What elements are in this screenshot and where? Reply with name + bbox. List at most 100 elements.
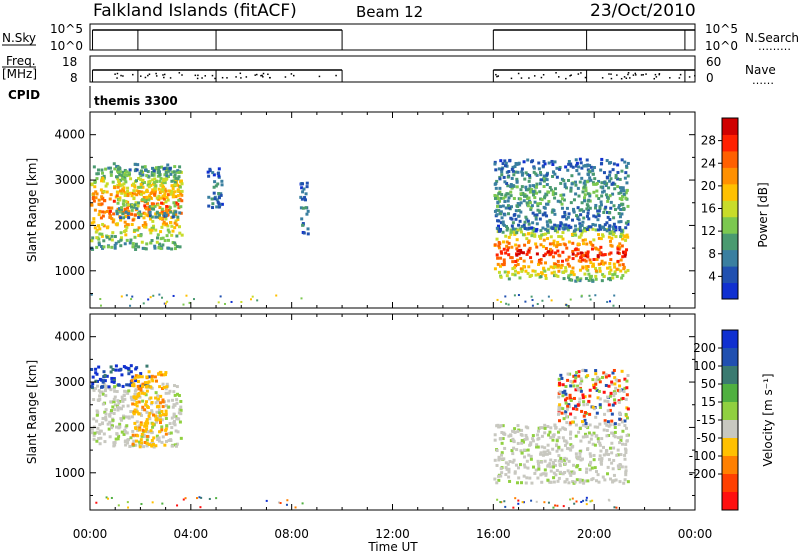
power-cell (121, 170, 125, 174)
power-low-cell (569, 298, 572, 301)
velocity-low-cell (554, 504, 557, 507)
power-low-cell (129, 304, 132, 307)
velocity-y-tick-label: 4000 (54, 330, 85, 344)
velocity-cell (133, 402, 137, 406)
velocity-low-cell (552, 506, 555, 509)
power-cell (111, 220, 115, 224)
power-cell (619, 229, 623, 233)
power-cell (171, 229, 175, 233)
velocity-cell (145, 434, 149, 438)
power-low-cell (517, 294, 520, 297)
velocity-cell (560, 448, 564, 452)
power-cell (536, 204, 540, 208)
power-cell (497, 219, 501, 223)
power-cell (118, 189, 122, 193)
velocity-low-cell (580, 501, 583, 504)
velocity-cell (582, 414, 586, 418)
velocity-cell (92, 398, 96, 402)
velocity-cell (579, 389, 583, 393)
velocity-cell (575, 465, 579, 469)
velocity-cell (176, 392, 180, 396)
power-cell (544, 274, 548, 278)
power-cell (128, 168, 132, 172)
power-cell (588, 206, 592, 210)
power-cell (626, 268, 630, 272)
freq-label: Freq. (6, 54, 36, 68)
power-cell (528, 174, 532, 178)
power-cell (173, 221, 177, 225)
velocity-cell (155, 434, 159, 438)
velocity-cell (130, 398, 134, 402)
velocity-cell (140, 375, 144, 379)
power-cell (542, 196, 546, 200)
power-low-cell (275, 294, 278, 297)
velocity-cell (598, 403, 602, 407)
power-cell (540, 272, 544, 276)
power-cell (496, 201, 500, 205)
power-cell (211, 202, 215, 206)
power-cell (515, 204, 519, 208)
power-cell (616, 185, 620, 189)
power-cell (538, 217, 542, 221)
power-cell (584, 277, 588, 281)
power-cell (139, 212, 143, 216)
velocity-cell (578, 455, 582, 459)
power-cell (520, 224, 524, 228)
power-cell (159, 217, 163, 221)
velocity-cell (500, 431, 504, 435)
velocity-cell (584, 369, 588, 373)
power-cell (531, 193, 535, 197)
freq-dot (269, 76, 271, 79)
power-cell (519, 201, 523, 205)
power-cell (125, 170, 129, 174)
power-cell (512, 229, 516, 233)
power-cell (514, 217, 518, 221)
velocity-cell (145, 427, 149, 431)
velocity-cell (594, 372, 598, 376)
velocity-cell (102, 382, 106, 386)
power-cell (502, 263, 506, 267)
power-cell (535, 185, 539, 189)
velocity-cell (577, 388, 581, 392)
velocity-cell (554, 463, 558, 467)
power-cell (558, 243, 562, 247)
power-cell (148, 228, 152, 232)
power-cell (566, 215, 570, 219)
power-cell (563, 182, 567, 186)
freq-dot (197, 74, 199, 77)
freq-dot (658, 73, 661, 75)
power-cell (594, 277, 598, 281)
power-cell (574, 183, 578, 187)
velocity-cell (140, 432, 144, 436)
power-cell (581, 238, 585, 242)
freq-dot (261, 74, 263, 77)
freq-dot (495, 73, 497, 76)
velocity-cell (158, 418, 162, 422)
power-cell (553, 223, 557, 227)
power-cell (134, 179, 138, 183)
power-cell (500, 193, 504, 197)
velocity-cell (536, 459, 540, 463)
power-cell (546, 223, 550, 227)
velocity-cell (93, 431, 97, 435)
power-cell (155, 196, 159, 200)
power-cell (153, 204, 157, 208)
velocity-cell (564, 392, 568, 396)
power-cell (158, 191, 162, 195)
power-cell (587, 225, 591, 229)
power-cell (560, 197, 564, 201)
power-cell (599, 168, 603, 172)
power-cell (139, 185, 143, 189)
power-cell (219, 192, 223, 196)
power-cell (608, 276, 612, 280)
velocity-low-cell (530, 499, 533, 502)
power-low-cell (565, 303, 568, 306)
velocity-cell (607, 433, 611, 437)
velocity-cell (520, 441, 524, 445)
velocity-cell (511, 460, 515, 464)
power-cell (583, 199, 587, 203)
power-cell (300, 217, 304, 221)
power-cell (579, 259, 583, 263)
velocity-cell (143, 381, 147, 385)
velocity-cell (603, 399, 607, 403)
